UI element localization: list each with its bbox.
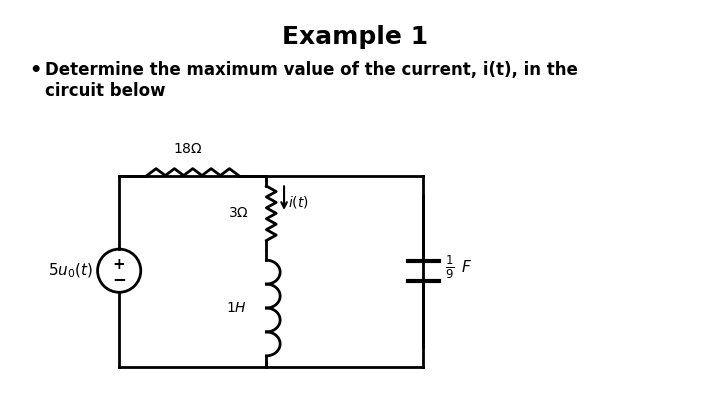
Text: circuit below: circuit below <box>45 82 165 100</box>
Text: Determine the maximum value of the current, i(t), in the: Determine the maximum value of the curre… <box>45 61 577 79</box>
Text: +: + <box>113 257 125 272</box>
Text: −: − <box>112 270 126 288</box>
Text: $3\Omega$: $3\Omega$ <box>228 206 248 220</box>
Text: $5u_0(t)$: $5u_0(t)$ <box>48 262 93 280</box>
Text: Example 1: Example 1 <box>282 26 428 49</box>
Text: $1H$: $1H$ <box>226 301 247 315</box>
Text: $i(t)$: $i(t)$ <box>288 194 309 210</box>
Text: $18\Omega$: $18\Omega$ <box>173 142 203 156</box>
Text: $F$: $F$ <box>461 259 472 275</box>
Text: $\frac{1}{9}$: $\frac{1}{9}$ <box>445 254 454 281</box>
Text: •: • <box>29 61 41 80</box>
